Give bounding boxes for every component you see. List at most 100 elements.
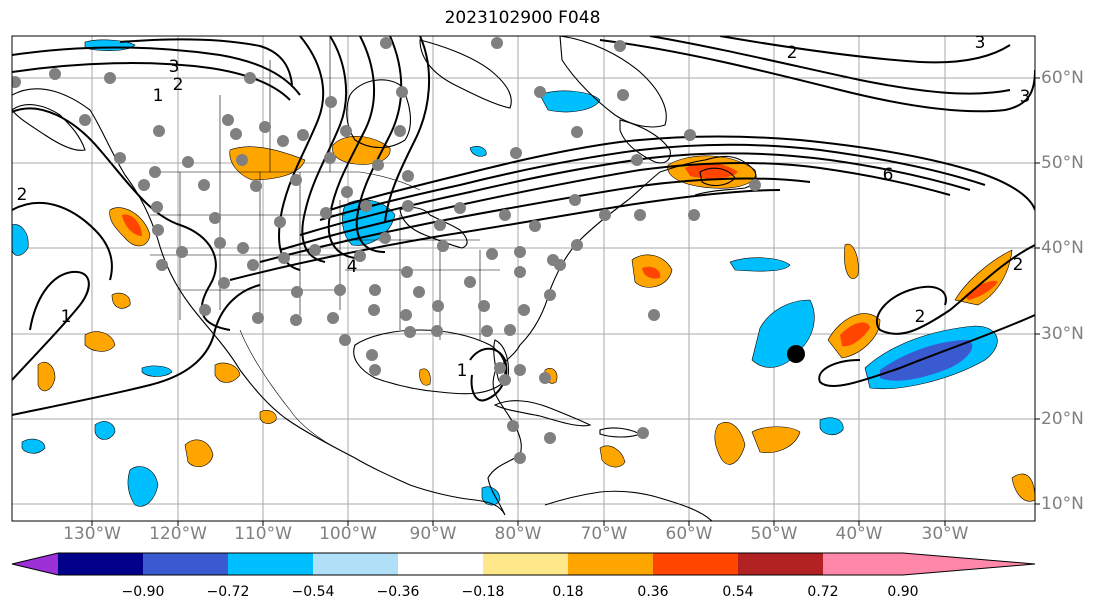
contour-label: 1 [457,361,468,381]
contour-atlantic-1 [875,244,1035,335]
blob-central-atlantic-red [642,266,661,279]
blob-atlantic-blue-5 [819,417,844,436]
map-frame [11,35,1036,522]
lat-label-60n: 60°N [1041,68,1084,88]
contour-label: 6 [883,165,894,185]
blob-pacific-nw-red [122,214,142,236]
contour-ne-2 [649,36,1011,95]
lon-label-30w: 30°W [921,524,969,544]
contour-band-5 [259,177,811,263]
lon-label-40w: 40°W [835,524,883,544]
colorbar-segment [738,553,823,575]
colorbar-segment [143,553,228,575]
blob-gulf-stream-red [685,163,738,179]
colorbar-segment [483,553,568,575]
cuba [493,400,592,427]
colorbar-tick-label: −0.72 [206,584,250,600]
lon-label-100w: 100°W [319,524,377,544]
labrador [619,119,671,164]
blob-pacific-orange-3 [37,361,56,392]
lat-label-20n: 20°N [1041,409,1084,429]
contour-atlantic-2 [818,314,1035,388]
contour-label: 2 [173,75,184,95]
lat-label-40n: 40°N [1041,238,1084,258]
blob-mexico-orange [214,362,241,383]
blob-labrador-blue [469,146,487,157]
blob-baja-orange [259,410,277,424]
contour-label: 3 [975,33,986,53]
contour-band-1 [329,135,1035,211]
lat-label-30n: 30°N [1041,324,1084,344]
blob-pacific-blue-2 [94,421,116,440]
blob-baffin-blue [539,90,601,113]
blob-atlantic-orange-4 [844,243,859,280]
contour-trough-3 [327,36,375,259]
contour-band-4 [279,161,951,251]
blob-pacific-orange-4 [111,292,131,309]
lon-label-50w: 50°W [750,524,798,544]
blob-caribbean-orange-2 [751,426,801,453]
colorbar-tick-label: 0.36 [637,584,669,600]
blob-pacific-blue-4 [141,365,173,377]
colorbar-tick-label: −0.90 [121,584,165,600]
blob-east-atlantic-navy [880,340,973,381]
contour-west-1 [12,107,231,331]
contour-north-2 [12,62,291,101]
blob-atlantic-red-2 [840,322,870,347]
colorbar-tick-label: 0.18 [552,584,584,600]
contour-band-6 [229,189,781,281]
blob-east-orange-5 [1011,473,1035,502]
observation-dots [12,37,761,464]
contour-north-3 [119,38,293,86]
contour-label: 2 [17,185,28,205]
colorbar-tick-label: 0.54 [722,584,754,600]
blob-caribbean-orange [714,422,746,465]
greenland [559,36,667,128]
lat-ticks [1035,77,1040,505]
colorbar-segment [313,553,398,575]
colorbar-segment [823,553,903,575]
lon-label-110w: 110°W [234,524,292,544]
contour-ne-1 [599,39,1035,113]
contour-north-1 [12,46,301,96]
lat-label-50n: 50°N [1041,153,1084,173]
blob-pacific-blue-3 [21,438,46,454]
colorbar-segment [58,553,143,575]
colorbar-min-extend [12,553,58,575]
lon-label-70w: 70°W [580,524,628,544]
colorbar [11,552,1036,576]
contour-band-2 [319,143,986,221]
alaska [12,104,86,151]
blob-west-blue [12,224,29,256]
colorbar-max-extend [903,553,1035,575]
great-lakes [399,206,468,249]
contour-label: 4 [347,257,358,277]
lon-label-130w: 130°W [63,524,121,544]
colorbar-tick-label: 0.90 [887,584,919,600]
contour-trough-2 [301,36,347,263]
contour-label: 2 [915,307,926,327]
blob-east-orange-6 [419,368,431,386]
colorbar-segment [228,553,313,575]
contour-label: 3 [169,57,180,77]
contour-ne-3 [719,36,1011,64]
contour-label: 1 [61,307,72,327]
blob-pacific-blue [127,466,159,507]
contour-trough-5 [384,36,430,223]
lon-label-80w: 80°W [494,524,542,544]
contour-label: 1 [153,86,164,106]
lon-label-120w: 120°W [149,524,207,544]
contour-west-3 [12,270,90,381]
station-marker-dot [787,345,805,363]
contour-west-4 [12,284,261,416]
colorbar-tick-label: −0.36 [376,584,420,600]
map-title: 2023102900 F048 [444,8,601,28]
contour-label: 2 [1013,255,1024,275]
colorbar-outline [11,552,1036,576]
arctic-islands [419,39,512,109]
colorbar-segment [398,553,483,575]
colorbar-segment [568,553,653,575]
lat-label-10n: 10°N [1041,494,1084,514]
blob-hudson-orange [332,135,391,165]
